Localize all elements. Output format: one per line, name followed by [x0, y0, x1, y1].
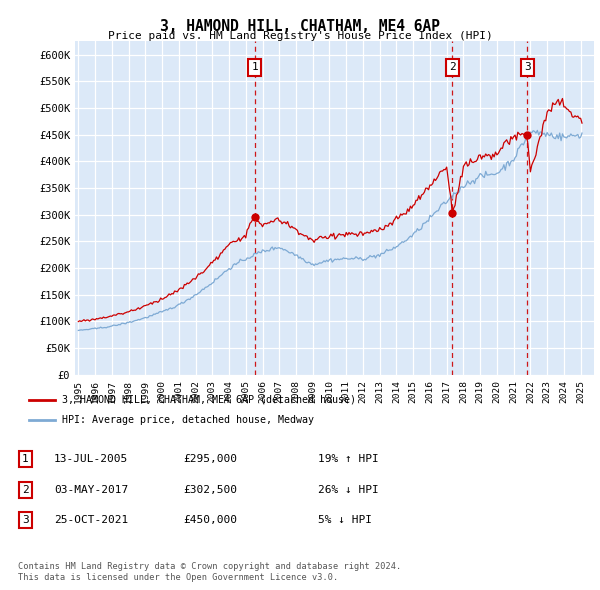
Text: Contains HM Land Registry data © Crown copyright and database right 2024.: Contains HM Land Registry data © Crown c…	[18, 562, 401, 571]
Text: 03-MAY-2017: 03-MAY-2017	[54, 485, 128, 494]
Text: 25-OCT-2021: 25-OCT-2021	[54, 516, 128, 525]
Text: 3: 3	[22, 516, 29, 525]
Text: 2: 2	[449, 63, 456, 73]
Text: £295,000: £295,000	[183, 454, 237, 464]
Text: 3, HAMOND HILL, CHATHAM, ME4 6AP: 3, HAMOND HILL, CHATHAM, ME4 6AP	[160, 19, 440, 34]
Text: 19% ↑ HPI: 19% ↑ HPI	[318, 454, 379, 464]
Text: 1: 1	[251, 63, 258, 73]
Text: 2: 2	[22, 485, 29, 494]
Text: £450,000: £450,000	[183, 516, 237, 525]
Text: 13-JUL-2005: 13-JUL-2005	[54, 454, 128, 464]
Text: £302,500: £302,500	[183, 485, 237, 494]
Text: Price paid vs. HM Land Registry's House Price Index (HPI): Price paid vs. HM Land Registry's House …	[107, 31, 493, 41]
Text: 3, HAMOND HILL, CHATHAM, ME4 6AP (detached house): 3, HAMOND HILL, CHATHAM, ME4 6AP (detach…	[62, 395, 356, 405]
Text: 5% ↓ HPI: 5% ↓ HPI	[318, 516, 372, 525]
Text: HPI: Average price, detached house, Medway: HPI: Average price, detached house, Medw…	[62, 415, 314, 425]
Text: This data is licensed under the Open Government Licence v3.0.: This data is licensed under the Open Gov…	[18, 573, 338, 582]
Text: 26% ↓ HPI: 26% ↓ HPI	[318, 485, 379, 494]
Text: 3: 3	[524, 63, 530, 73]
Text: 1: 1	[22, 454, 29, 464]
